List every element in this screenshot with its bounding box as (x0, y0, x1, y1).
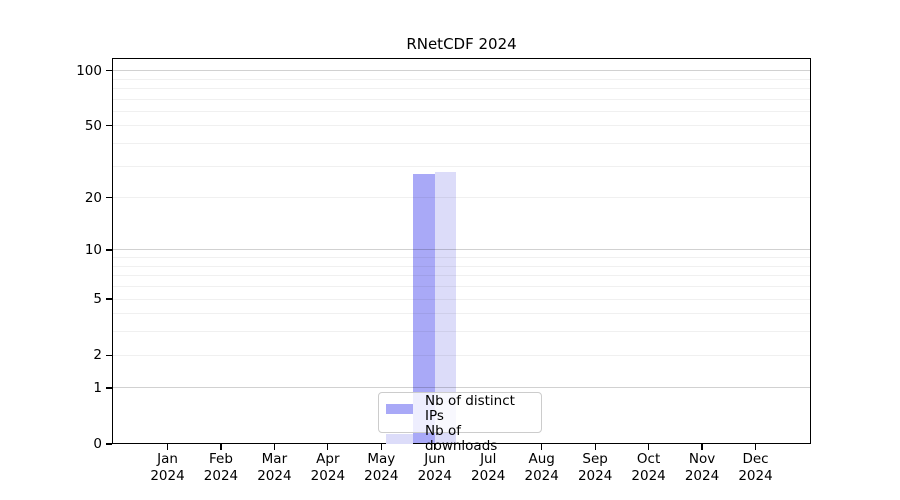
x-axis-tick-label: Mar 2024 (257, 451, 292, 484)
gridline-minor (113, 331, 810, 333)
x-axis-tick (647, 444, 650, 450)
x-axis-tick (487, 444, 489, 450)
gridline-minor (113, 257, 810, 259)
y-axis-tick (106, 443, 112, 445)
legend-label-distinct-ips: Nb of distinct IPs (425, 393, 515, 424)
x-axis-tick-label: Nov 2024 (684, 451, 720, 484)
y-axis-tick-label: 50 (84, 117, 102, 134)
x-axis-tick (380, 444, 382, 450)
gridline-major (113, 387, 810, 389)
gridline-minor (113, 354, 810, 356)
x-axis-tick-label: Aug 2024 (524, 451, 559, 484)
x-axis-tick-label: Sep 2024 (577, 451, 613, 484)
legend-label-downloads: Nb of downloads (425, 423, 498, 454)
x-axis-tick (434, 444, 436, 450)
x-axis-tick-label: Jul 2024 (471, 451, 506, 484)
gridline-minor (113, 125, 810, 127)
gridline-minor (113, 78, 810, 80)
y-axis-tick-label: 10 (84, 241, 102, 258)
gridline-minor (113, 275, 810, 277)
legend-swatch-downloads (386, 434, 413, 444)
y-axis-tick-label: 2 (93, 347, 102, 364)
x-axis-tick (327, 444, 329, 450)
x-axis-tick-label: Jan 2024 (150, 451, 185, 484)
x-axis-tick-label: Oct 2024 (631, 451, 666, 484)
gridline-minor (113, 98, 810, 100)
x-axis-tick-label: Dec 2024 (738, 451, 773, 484)
legend-swatch-distinct-ips (386, 404, 413, 414)
gridline-minor (113, 165, 810, 167)
gridline-minor (113, 265, 810, 267)
gridline-major (113, 70, 810, 72)
legend-item-distinct-ips: Nb of distinct IPs (386, 394, 534, 424)
x-axis-tick-label: Jun 2024 (417, 451, 452, 484)
x-axis-tick (701, 444, 703, 450)
x-axis-tick-label: Feb 2024 (203, 451, 239, 484)
y-axis-tick-label: 5 (93, 291, 102, 308)
y-axis-tick (106, 125, 112, 127)
x-axis-tick (220, 444, 222, 450)
y-axis-tick-label: 20 (84, 189, 102, 206)
x-axis-tick (541, 444, 543, 450)
y-axis-tick (106, 387, 112, 389)
bar-nb-of-downloads (434, 171, 457, 444)
chart-title: RNetCDF 2024 (406, 35, 517, 53)
gridline-minor (113, 298, 810, 300)
y-axis-tick (106, 298, 112, 300)
y-axis-tick (106, 354, 112, 356)
legend-item-downloads: Nb of downloads (386, 424, 534, 454)
gridline-major (113, 249, 810, 251)
gridline-minor (113, 87, 810, 89)
legend: Nb of distinct IPs Nb of downloads (378, 392, 542, 454)
gridline-minor (113, 110, 810, 112)
y-axis-tick-label: 0 (93, 436, 102, 452)
gridline-minor (113, 197, 810, 199)
y-axis-tick (106, 249, 112, 251)
x-axis-tick (273, 444, 275, 450)
plot-border (112, 58, 811, 444)
y-axis-tick (106, 197, 112, 199)
gridline-minor (113, 286, 810, 288)
x-axis-tick-label: May 2024 (364, 451, 399, 484)
gridline-minor (113, 143, 810, 145)
gridline-minor (113, 313, 810, 315)
x-axis-tick-label: Apr 2024 (310, 451, 346, 484)
bar-nb-of-distinct-ips (413, 174, 435, 444)
y-axis-tick-label: 1 (93, 379, 102, 396)
x-axis-tick (594, 444, 596, 450)
y-axis-tick (106, 69, 112, 72)
y-axis-tick-label: 100 (76, 62, 102, 79)
x-axis-tick (166, 444, 169, 450)
x-axis-tick (754, 444, 757, 450)
